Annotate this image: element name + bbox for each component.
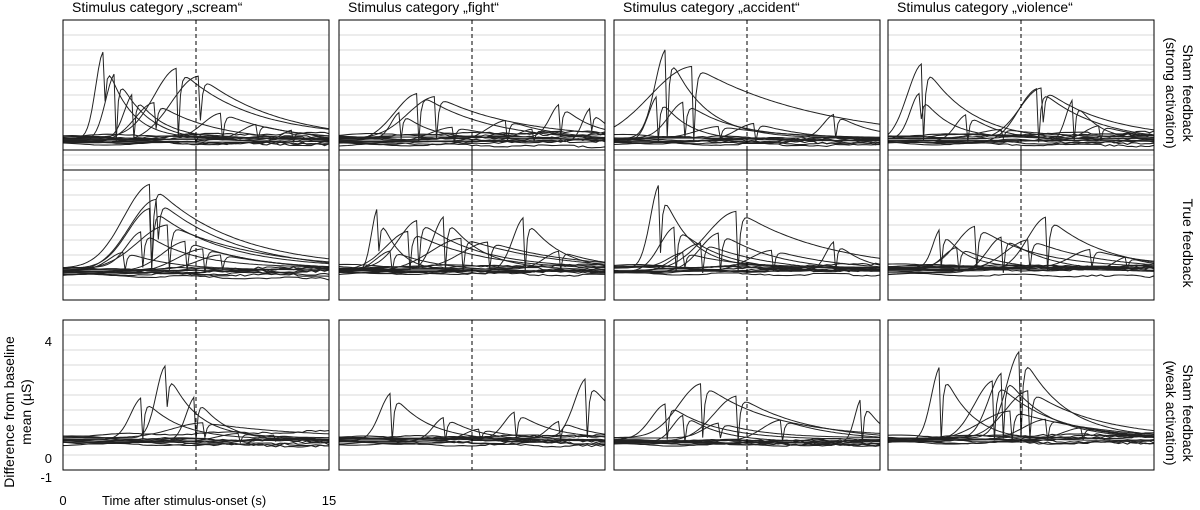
baseline-trace [62,271,330,276]
baseline-trace [613,141,880,147]
column-title-accident: Stimulus category „accident“ [623,0,800,15]
baseline-trace [338,142,606,149]
y-tick-bottom: -1 [40,470,52,485]
response-trace-1 [63,73,329,143]
response-trace-4 [614,414,880,443]
row-labels: Sham feedback (strong activation) True f… [1163,37,1196,465]
panel-frame [62,319,330,471]
column-title-fight: Stimulus category „fight“ [348,0,499,15]
row-label-true: True feedback [1180,199,1196,289]
panel-true-fight [338,149,606,301]
row-label-weak-line2: (weak activation) [1163,360,1179,465]
baseline-trace [613,271,881,277]
baseline-trace [62,273,330,281]
panel-sham-weak-accident [613,319,881,471]
panel-frame [613,319,881,471]
panel-sham-weak-fight [338,319,606,471]
panel-frame [613,149,881,301]
baseline-trace [62,141,330,146]
response-trace-1 [888,225,1154,269]
panel-frame [62,149,330,301]
response-trace-0 [62,183,330,269]
response-trace-7 [63,251,329,271]
y-tick-zero: 0 [45,451,52,466]
response-trace-2 [63,207,330,269]
x-tick-start: 0 [59,493,66,508]
panel-frame [338,149,606,301]
response-trace-6 [614,125,881,139]
column-titles: Stimulus category „scream“ Stimulus cate… [72,0,1073,15]
response-trace-1 [614,210,881,272]
baseline-trace [887,272,1155,279]
response-trace-6 [339,126,606,143]
x-axis-label: Time after stimulus-onset (s) [102,493,266,508]
response-trace-7 [338,250,606,273]
row-label-weak-line1: Sham feedback [1180,364,1196,462]
panel-true-scream [62,149,330,301]
panel-frame [887,319,1155,471]
panel-frame [613,19,881,171]
response-trace-7 [888,128,1154,141]
panel-sham-weak-violence [887,319,1155,471]
panel-sham-strong-accident [613,19,881,171]
panel-frame [338,319,606,471]
y-axis-label-line1: Difference from baseline [1,336,17,488]
y-axis-label-line2: mean (µS) [18,379,34,445]
panel-sham-strong-scream [62,19,330,171]
y-axis-label: Difference from baseline mean (µS) [1,336,34,488]
response-trace-6 [888,248,1155,268]
panel-frame [338,19,606,171]
response-trace-6 [614,249,881,272]
row-label-strong-line1: Sham feedback [1180,44,1196,142]
panel-sham-strong-fight [338,19,606,171]
baseline-trace [62,442,330,447]
panel-frame [887,19,1155,171]
response-trace-3 [63,422,330,439]
response-trace-2 [63,396,329,440]
panel-true-violence [887,149,1155,301]
axis-ticks: 4 0 -1 0 15 Time after stimulus-onset (s… [40,334,336,508]
response-trace-1 [888,350,1155,439]
panel-frame [62,19,330,171]
panel-true-accident [613,149,881,301]
panel-frame [887,149,1155,301]
baseline-trace [338,442,606,448]
panel-sham-weak-scream [62,319,330,471]
response-trace-1 [339,377,606,439]
column-title-scream: Stimulus category „scream“ [72,0,243,15]
panel-grid [62,19,1155,471]
response-trace-2 [614,95,880,142]
response-trace-8 [63,254,330,271]
panel-sham-strong-violence [887,19,1155,171]
column-title-violence: Stimulus category „violence“ [897,0,1073,15]
response-trace-5 [614,419,881,442]
row-label-strong-line2: (strong activation) [1163,37,1179,148]
response-trace-1 [887,92,1154,139]
baseline-trace [887,141,1155,148]
response-trace-6 [614,422,880,439]
response-trace-2 [888,228,1154,269]
y-tick-top: 4 [45,334,52,349]
x-tick-end: 15 [322,493,336,508]
response-trace-5 [339,428,605,442]
